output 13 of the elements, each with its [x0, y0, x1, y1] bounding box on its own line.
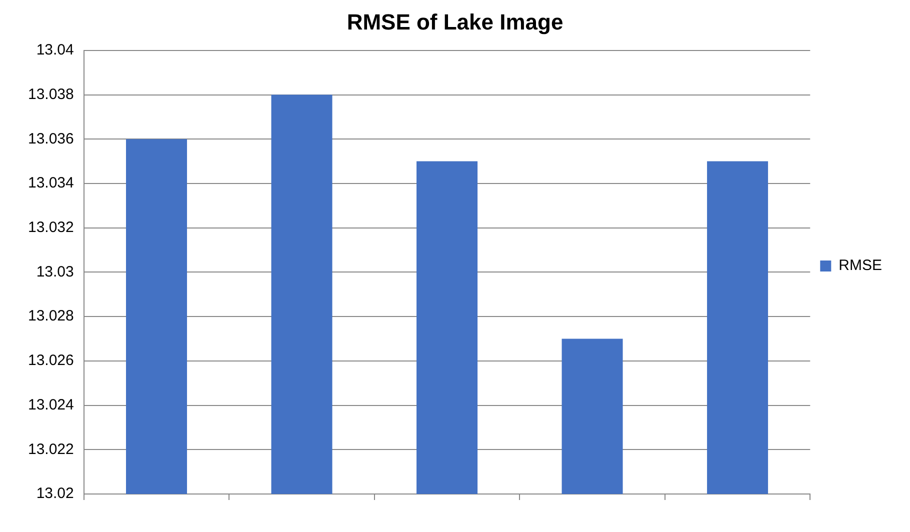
legend-label: RMSE	[838, 257, 882, 274]
y-tick-label: 13.03	[36, 263, 74, 280]
y-tick-label: 13.028	[28, 308, 74, 325]
y-tick-label: 13.034	[28, 174, 74, 192]
y-tick-label: 13.036	[28, 130, 74, 148]
y-tick-label: 13.04	[36, 42, 74, 59]
chart-title: RMSE of Lake Image	[346, 9, 564, 34]
y-tick-label: 13.032	[28, 218, 74, 236]
y-tick-label: 13.024	[28, 396, 74, 414]
y-tick-label: 13.02	[36, 485, 74, 502]
y-tick-label: 13.022	[28, 440, 74, 458]
y-tick-label: 13.026	[28, 352, 74, 370]
y-tick-label: 13.038	[28, 86, 74, 103]
